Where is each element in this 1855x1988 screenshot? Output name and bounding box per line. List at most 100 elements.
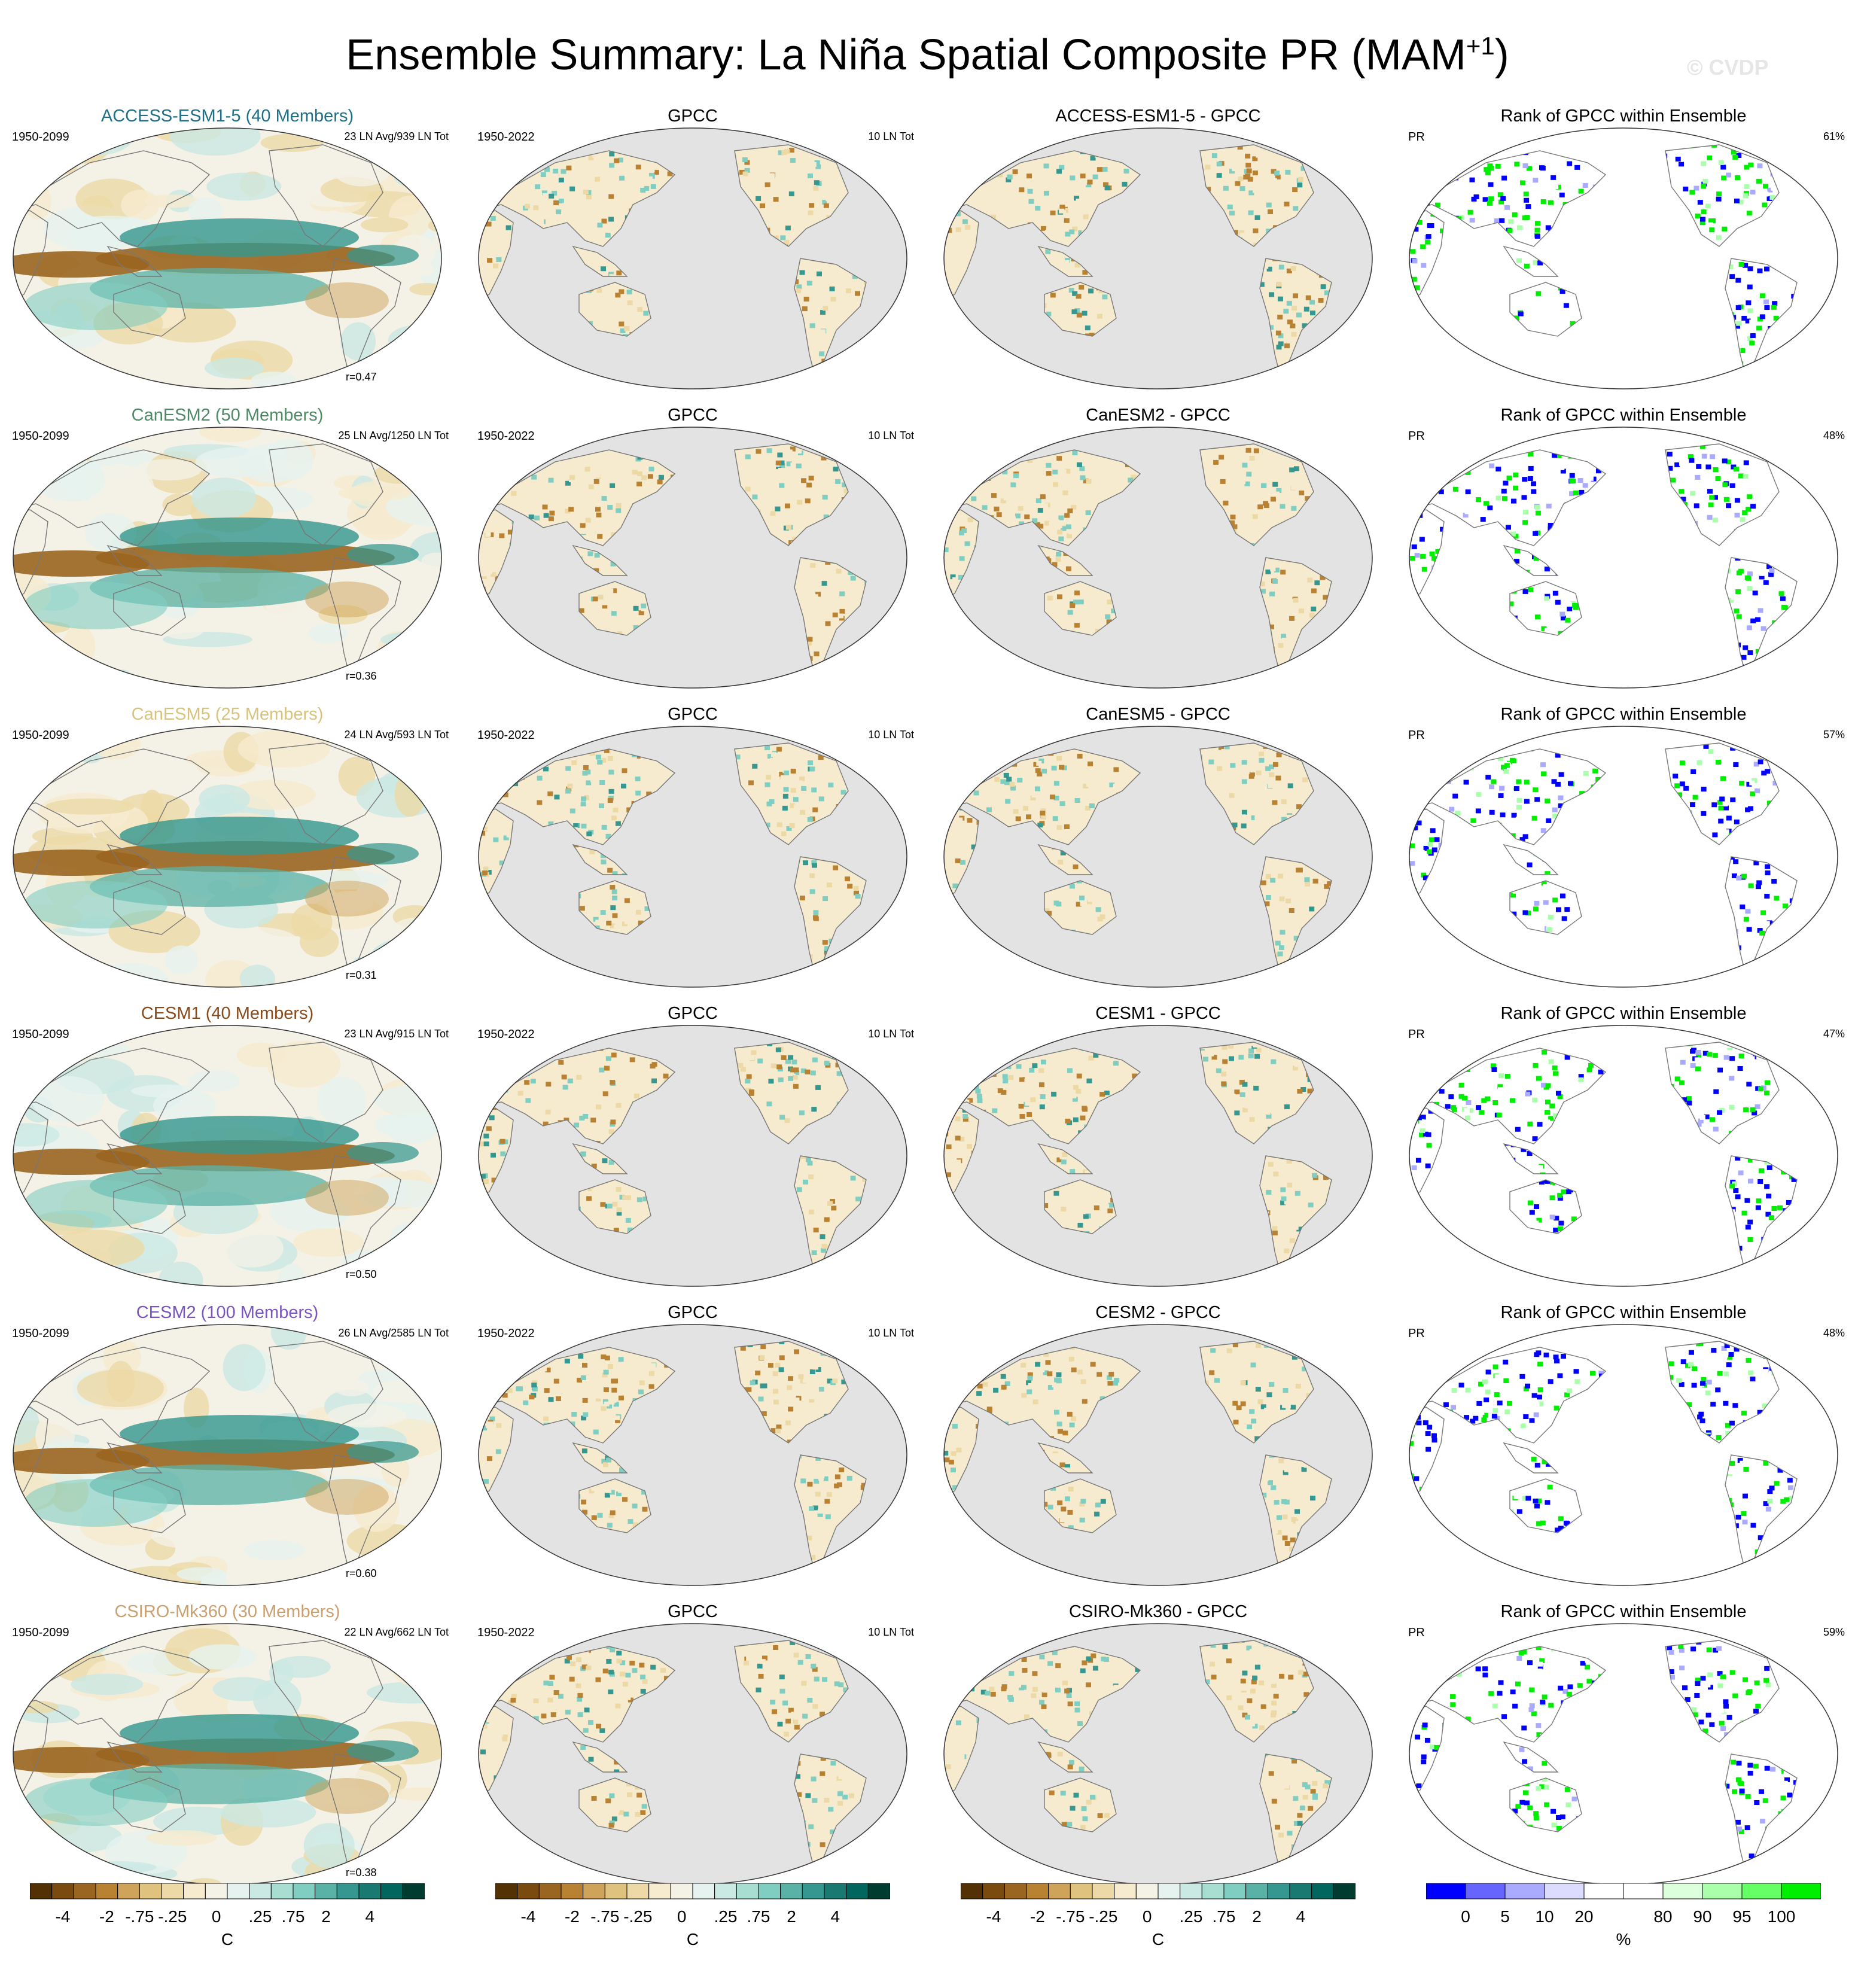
- colorbar-box: [583, 1883, 605, 1899]
- colorbar-unit: C: [686, 1930, 699, 1949]
- colorbar-box: [270, 1883, 294, 1899]
- rank-map: [1409, 127, 1838, 389]
- rank-title: Rank of GPCC within Ensemble: [1500, 406, 1747, 425]
- colorbar-unit: C: [1152, 1930, 1165, 1949]
- obs-title: GPCC: [668, 705, 718, 724]
- model-title: CESM2 (100 Members): [136, 1303, 319, 1322]
- difference-panel: CanESM5 - GPCC: [931, 700, 1385, 999]
- cvdp-watermark: © CVDP: [1687, 55, 1769, 80]
- obs-ln-count: 10 LN Tot: [868, 1626, 914, 1638]
- model-ln-count: 22 LN Avg/662 LN Tot: [344, 1626, 449, 1638]
- colorbar-box: [95, 1883, 118, 1899]
- colorbar-tick-label: -2: [564, 1907, 580, 1926]
- rank-variable: PR: [1408, 130, 1425, 144]
- figure-title: Ensemble Summary: La Niña Spatial Compos…: [346, 31, 1509, 79]
- obs-title: GPCC: [668, 1602, 718, 1621]
- obs-ln-count: 10 LN Tot: [868, 130, 914, 142]
- colorbar-tick-label: .25: [248, 1907, 272, 1926]
- colorbar-box: [315, 1883, 337, 1899]
- colorbar-diff: -4 -2 -.75 -.25 0 .25 .75 2 4 C: [960, 1883, 1356, 1979]
- colorbar-box: [648, 1883, 671, 1899]
- colorbar-model: -4 -2 -.75 -.25 0 .25 .75 2 4 C: [29, 1883, 425, 1979]
- model-title: CanESM2 (50 Members): [131, 406, 324, 425]
- colorbar-obs: -4 -2 -.75 -.25 0 .25 .75 2 4 C: [495, 1883, 891, 1979]
- colorbar-tick-label: -2: [99, 1907, 114, 1926]
- model-years: 1950-2099: [12, 430, 69, 443]
- obs-title: GPCC: [668, 406, 718, 425]
- colorbar-box: [1702, 1883, 1743, 1899]
- colorbar-box: [1425, 1883, 1466, 1899]
- colorbar-tick-label: -4: [55, 1907, 71, 1926]
- colorbar-tick-label: 95: [1732, 1907, 1752, 1926]
- colorbar-box: [1583, 1883, 1624, 1899]
- rank-percent: 59%: [1823, 1626, 1845, 1638]
- rank-title: Rank of GPCC within Ensemble: [1500, 1602, 1747, 1621]
- colorbar-box: [824, 1883, 847, 1899]
- obs-years: 1950-2022: [477, 430, 535, 443]
- obs-composite-panel: GPCC 1950-2022 10 LN Tot: [465, 1597, 920, 1896]
- colorbar-tick-label: 0: [211, 1907, 221, 1926]
- obs-composite-panel: GPCC 1950-2022 10 LN Tot: [465, 700, 920, 999]
- colorbar-rank: 0 5 10 20 80 90 95 100%: [1425, 1883, 1822, 1979]
- colorbar-box: [1465, 1883, 1506, 1899]
- colorbar-box: [227, 1883, 250, 1899]
- obs-map: [478, 1623, 907, 1885]
- colorbar-box: [1135, 1883, 1159, 1899]
- obs-map: [478, 427, 907, 689]
- colorbar-box: [982, 1883, 1005, 1899]
- model-composite-panel: CanESM2 (50 Members) 1950-2099 25 LN Avg/1…: [0, 401, 455, 700]
- difference-panel: ACCESS-ESM1-5 - GPCC: [931, 102, 1385, 401]
- panel-row: CSIRO-Mk360 (30 Members) 1950-2099 22 LN A…: [0, 1597, 1855, 1896]
- model-years: 1950-2099: [12, 130, 69, 144]
- model-composite-panel: CSIRO-Mk360 (30 Members) 1950-2099 22 LN A…: [0, 1597, 455, 1896]
- difference-title: CanESM5 - GPCC: [1086, 705, 1230, 724]
- colorbar-tick-label: 20: [1574, 1907, 1594, 1926]
- panel-row: CanESM5 (25 Members) 1950-2099 24 LN Avg/5…: [0, 700, 1855, 999]
- pattern-correlation: r=0.36: [346, 670, 377, 682]
- colorbar-box: [561, 1883, 584, 1899]
- panel-row: ACCESS-ESM1-5 (40 Members) 1950-2099 23 LN…: [0, 102, 1855, 401]
- colorbar-box: [51, 1883, 74, 1899]
- pattern-correlation: r=0.50: [346, 1268, 377, 1280]
- colorbar-box: [293, 1883, 316, 1899]
- colorbar-box: [1741, 1883, 1782, 1899]
- colorbar-box: [183, 1883, 206, 1899]
- colorbar-tick-label: 4: [365, 1907, 375, 1926]
- colorbar-tick-label: -.75: [1056, 1907, 1085, 1926]
- colorbar-box: [604, 1883, 628, 1899]
- rank-panel: Rank of GPCC within Ensemble PR 57%: [1396, 700, 1851, 999]
- model-title: CSIRO-Mk360 (30 Members): [114, 1602, 340, 1621]
- colorbar-box: [1201, 1883, 1225, 1899]
- rank-variable: PR: [1408, 729, 1425, 742]
- rank-title: Rank of GPCC within Ensemble: [1500, 705, 1747, 724]
- colorbar-box: [1070, 1883, 1093, 1899]
- difference-panel: CanESM2 - GPCC: [931, 401, 1385, 700]
- difference-panel: CESM2 - GPCC: [931, 1298, 1385, 1597]
- colorbar-unit: %: [1616, 1930, 1631, 1949]
- colorbar-tick-label: .75: [1212, 1907, 1236, 1926]
- colorbar-tick-label: -.75: [125, 1907, 154, 1926]
- colorbar-tick-label: 80: [1653, 1907, 1673, 1926]
- obs-title: GPCC: [668, 1004, 718, 1023]
- rank-title: Rank of GPCC within Ensemble: [1500, 1004, 1747, 1023]
- colorbar-box: [846, 1883, 869, 1899]
- colorbar-tick-label: .75: [281, 1907, 305, 1926]
- obs-composite-panel: GPCC 1950-2022 10 LN Tot: [465, 401, 920, 700]
- colorbar-tick-label: -.25: [1089, 1907, 1118, 1926]
- colorbar-unit: C: [221, 1930, 234, 1949]
- colorbar-box: [495, 1883, 518, 1899]
- colorbar-box: [1289, 1883, 1312, 1899]
- colorbar-tick-label: 0: [1461, 1907, 1470, 1926]
- colorbar-box: [626, 1883, 650, 1899]
- pattern-correlation: r=0.38: [346, 1867, 377, 1879]
- colorbar-box: [1026, 1883, 1049, 1899]
- colorbar-tick-label: 4: [1296, 1907, 1306, 1926]
- colorbar-box: [714, 1883, 737, 1899]
- colorbar-boxes: [1425, 1883, 1822, 1899]
- model-map: [13, 427, 442, 689]
- obs-map: [478, 127, 907, 389]
- difference-title: ACCESS-ESM1-5 - GPCC: [1055, 106, 1261, 126]
- colorbar-box: [1333, 1883, 1356, 1899]
- colorbar-box: [802, 1883, 825, 1899]
- colorbar-box: [1092, 1883, 1115, 1899]
